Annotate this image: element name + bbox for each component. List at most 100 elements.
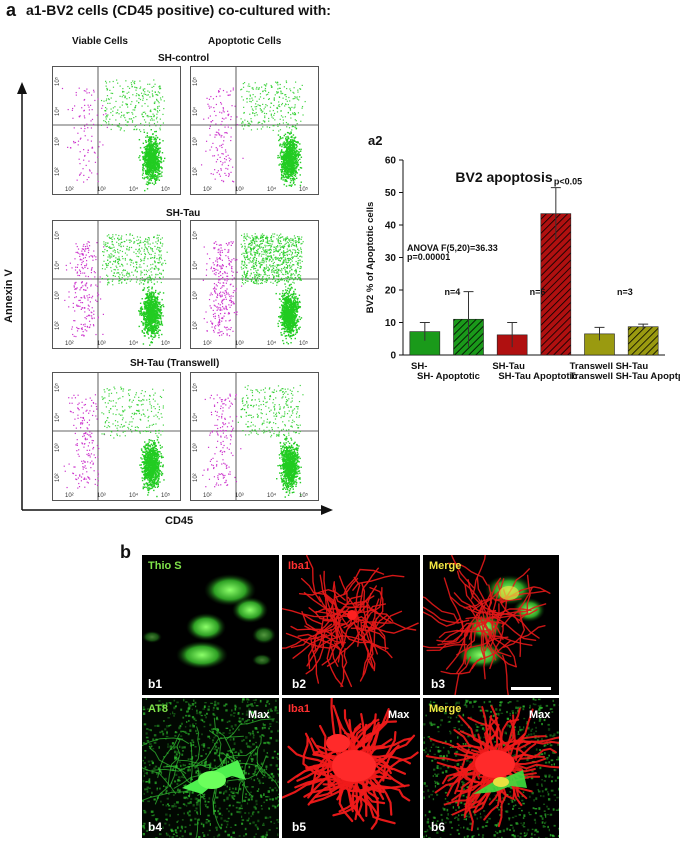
event-dot-cd45-positive: [283, 168, 285, 170]
event-dot-cd45-positive: [287, 137, 289, 139]
event-dot-cd45-negative: [218, 320, 221, 322]
event-dot-cd45-negative: [83, 125, 86, 127]
event-dot-cd45-positive: [157, 321, 159, 324]
event-dot-cd45-positive: [150, 150, 152, 153]
event-dot-cd45-negative: [215, 147, 217, 149]
event-dot-cd45-negative: [90, 140, 92, 142]
event-dot-cd45-positive: [150, 341, 153, 343]
event-dot-cd45-positive: [291, 166, 293, 169]
event-dot-cd45-positive: [111, 123, 113, 126]
event-dot-cd45-positive: [288, 168, 290, 170]
event-dot-cd45-negative: [85, 275, 87, 277]
event-dot-cd45-negative: [84, 117, 86, 119]
event-dot-cd45-positive: [292, 161, 295, 163]
event-dot-cd45-negative: [76, 326, 78, 329]
event-dot-cd45-positive: [141, 151, 143, 153]
event-dot-cd45-positive: [293, 156, 295, 158]
event-dot-cd45-negative: [87, 247, 90, 249]
event-dot-cd45-positive: [109, 237, 111, 239]
event-dot-cd45-positive: [109, 257, 111, 259]
event-dot-cd45-positive: [284, 161, 286, 164]
event-dot-cd45-positive: [151, 321, 154, 323]
event-dot-cd45-negative: [222, 89, 225, 92]
event-dot-cd45-negative: [83, 110, 85, 112]
event-dot-cd45-positive: [252, 259, 254, 262]
event-dot-cd45-positive: [271, 265, 273, 267]
event-dot-cd45-negative: [214, 136, 216, 138]
event-dot-cd45-negative: [227, 114, 229, 117]
event-dot-cd45-positive: [275, 245, 277, 248]
event-dot-cd45-positive: [150, 137, 152, 139]
event-dot-cd45-positive: [269, 106, 272, 108]
event-dot-cd45-positive: [155, 146, 158, 149]
event-dot-cd45-positive: [293, 178, 295, 180]
event-dot-cd45-positive: [131, 111, 133, 114]
event-dot-cd45-positive: [294, 112, 296, 115]
event-dot-cd45-negative: [78, 299, 80, 302]
event-dot-cd45-positive: [149, 295, 151, 297]
event-dot-cd45-negative: [219, 322, 221, 324]
event-dot-cd45-positive: [142, 164, 144, 167]
event-dot-cd45-negative: [93, 313, 95, 315]
event-dot-cd45-positive: [281, 169, 283, 171]
event-dot-cd45-positive: [300, 120, 302, 122]
event-dot-cd45-positive: [114, 275, 116, 277]
event-dot-cd45-positive: [295, 156, 297, 158]
event-dot-cd45-positive: [286, 159, 288, 162]
event-dot-cd45-negative: [81, 286, 83, 288]
event-dot-cd45-positive: [132, 80, 134, 82]
event-dot-cd45-positive: [290, 146, 292, 149]
event-dot-cd45-negative: [88, 294, 90, 296]
event-dot-cd45-positive: [162, 304, 164, 306]
event-dot-cd45-positive: [118, 126, 120, 128]
event-dot-cd45-positive: [281, 168, 283, 170]
event-dot-cd45-positive: [260, 274, 262, 276]
event-dot-cd45-positive: [149, 300, 151, 303]
event-dot-cd45-positive: [165, 262, 167, 265]
event-dot-cd45-negative: [80, 127, 82, 129]
event-dot-cd45-positive: [144, 91, 146, 93]
event-dot-cd45-positive: [136, 263, 138, 265]
event-dot-cd45-positive: [257, 275, 259, 277]
event-dot-cd45-negative: [78, 174, 81, 176]
event-dot-cd45-positive: [112, 80, 114, 83]
event-dot-cd45-positive: [154, 303, 157, 305]
event-dot-cd45-negative: [86, 282, 88, 284]
event-dot-cd45-positive: [153, 294, 155, 296]
event-dot-cd45-positive: [247, 280, 249, 282]
event-dot-cd45-positive: [130, 246, 133, 249]
event-dot-cd45-negative: [233, 303, 235, 305]
event-dot-cd45-negative: [223, 136, 225, 138]
event-dot-cd45-positive: [118, 243, 120, 245]
event-dot-cd45-positive: [288, 156, 291, 159]
event-dot-cd45-positive: [282, 97, 284, 99]
event-dot-cd45-negative: [102, 333, 104, 335]
event-dot-cd45-negative: [79, 255, 81, 258]
event-dot-cd45-negative: [221, 264, 224, 266]
event-dot-cd45-negative: [225, 167, 227, 170]
event-dot-cd45-positive: [153, 307, 155, 309]
event-dot-cd45-negative: [96, 300, 98, 303]
event-dot-cd45-positive: [286, 170, 289, 173]
event-dot-cd45-positive: [144, 300, 146, 303]
event-dot-cd45-negative: [76, 304, 78, 306]
event-dot-cd45-positive: [286, 163, 289, 165]
event-dot-cd45-positive: [251, 278, 254, 280]
event-dot-cd45-positive: [288, 127, 291, 129]
event-dot-cd45-positive: [121, 114, 123, 117]
event-dot-cd45-positive: [157, 237, 159, 239]
event-dot-cd45-negative: [215, 260, 217, 262]
event-dot-cd45-positive: [275, 256, 277, 258]
event-dot-cd45-positive: [299, 265, 301, 267]
event-dot-cd45-positive: [158, 168, 160, 170]
event-dot-cd45-positive: [147, 304, 150, 307]
event-dot-cd45-positive: [143, 318, 145, 320]
event-dot-cd45-positive: [160, 307, 162, 309]
event-dot-cd45-positive: [288, 160, 291, 162]
event-dot-cd45-positive: [144, 243, 146, 245]
event-dot-cd45-negative: [82, 260, 84, 263]
event-dot-cd45-positive: [290, 131, 292, 133]
event-dot-cd45-positive: [110, 92, 112, 94]
event-dot-cd45-positive: [151, 274, 153, 276]
event-dot-cd45-positive: [156, 313, 159, 316]
